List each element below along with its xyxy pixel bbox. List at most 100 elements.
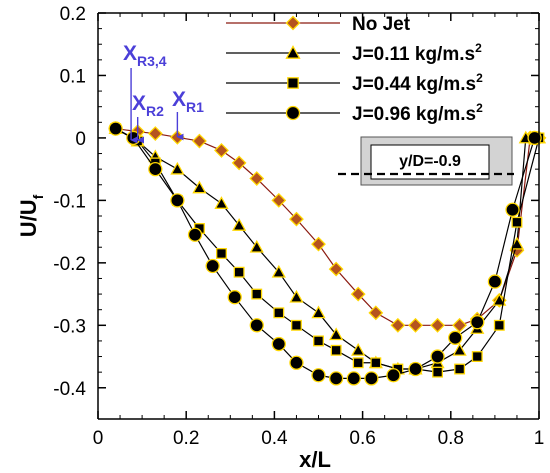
y-tick-label: 0.1 (60, 66, 86, 87)
annotation-3: XR1 (172, 88, 204, 141)
data-point (350, 286, 366, 302)
data-point (271, 336, 286, 352)
legend-entry-2: J=0.11 kg/m.s2 (226, 41, 482, 65)
inset-label: y/D=-0.9 (399, 153, 461, 170)
y-tick-label: -0.1 (53, 191, 86, 212)
data-point (249, 171, 265, 186)
legend-marker (285, 15, 301, 31)
annotation-label: XR1 (172, 88, 204, 115)
data-point (232, 218, 247, 231)
data-point (505, 202, 520, 217)
data-point (216, 248, 227, 259)
data-point (251, 288, 263, 300)
data-point (192, 133, 207, 149)
legend-label: J=0.96 kg/m.s2 (352, 101, 483, 125)
y-tick-label: 0 (75, 129, 86, 150)
data-point (386, 368, 401, 383)
legend-label: J=0.11 kg/m.s2 (352, 41, 482, 65)
legend: No Jet J=0.11 kg/m.s2 J=0.44 kg/m.s2 J=0.96… (226, 14, 483, 125)
data-point (328, 371, 344, 386)
data-point (233, 266, 245, 278)
data-point (452, 342, 467, 356)
data-point (271, 192, 287, 208)
annotation-2: XR2 (132, 92, 164, 144)
data-point (271, 264, 286, 278)
y-axis-label-main: U/U (16, 199, 41, 237)
x-tick-label: 0.6 (349, 428, 375, 449)
data-point (289, 289, 304, 303)
annotations: XR3,4 XR2 XR1 (123, 42, 204, 144)
legend-marker (285, 105, 301, 121)
legend-entry-4: J=0.96 kg/m.s2 (226, 101, 483, 125)
data-point (147, 126, 163, 141)
data-point (170, 193, 185, 208)
legend-entry-3: J=0.44 kg/m.s2 (226, 71, 483, 95)
series-line (115, 128, 540, 373)
data-point (170, 161, 185, 175)
y-axis-label-sub: f (30, 194, 46, 199)
data-point (311, 236, 326, 252)
legend-marker (287, 77, 299, 89)
data-point (289, 355, 304, 370)
data-point (192, 180, 207, 194)
data-point (227, 290, 242, 305)
data-point (471, 351, 483, 362)
data-point (290, 319, 302, 331)
legend-entry-1: No Jet (226, 14, 411, 35)
data-point (390, 317, 406, 333)
data-point (313, 335, 324, 347)
data-point (454, 363, 466, 375)
data-point (273, 307, 285, 319)
data-point (205, 258, 220, 274)
data-point (352, 357, 364, 369)
data-point (448, 330, 463, 345)
x-axis-label: x/L (299, 447, 331, 472)
x-tick-label: 0.4 (261, 428, 288, 449)
legend-marker (285, 45, 301, 59)
data-point (311, 305, 326, 319)
data-point (364, 371, 379, 386)
data-point (487, 274, 503, 289)
data-point (452, 317, 468, 333)
annotation-label: XR3,4 (123, 42, 167, 69)
data-point (329, 327, 344, 341)
data-point (492, 292, 507, 306)
annotation-1: XR3,4 (123, 42, 167, 144)
data-point (187, 227, 203, 242)
data-point (370, 357, 382, 369)
series-4 (108, 121, 542, 386)
data-point (430, 349, 445, 364)
y-tick-label: 0.2 (60, 4, 86, 25)
data-point (346, 371, 361, 386)
y-axis-label: U/Uf (16, 194, 46, 237)
x-tick-label: 0 (93, 428, 104, 449)
data-point (330, 344, 342, 356)
legend-label: J=0.44 kg/m.s2 (352, 71, 483, 95)
legend-label: No Jet (352, 14, 411, 35)
data-point (289, 211, 304, 227)
data-point (214, 142, 229, 158)
data-point (214, 196, 229, 209)
ticks: 0 0.2 0.4 0.6 0.8 1 -0.4 -0.3 -0.2 -0.1 0 0.1 0.2 (53, 4, 544, 449)
inset-diagram: y/D=-0.9 (338, 136, 514, 186)
y-tick-label: -0.2 (53, 254, 86, 275)
data-point (351, 342, 366, 356)
data-point (408, 317, 423, 333)
x-tick-label: 1 (534, 428, 545, 449)
data-point (511, 216, 523, 228)
data-point (408, 361, 423, 377)
data-point (493, 319, 505, 331)
data-point (249, 318, 264, 333)
data-point (432, 366, 444, 378)
data-point (249, 239, 264, 253)
y-tick-label: -0.4 (53, 379, 86, 400)
annotation-label: XR2 (132, 92, 164, 119)
data-point (231, 155, 247, 171)
y-tick-label: -0.3 (53, 316, 86, 337)
data-point (311, 368, 326, 383)
data-point (368, 305, 384, 321)
data-point (328, 261, 344, 277)
data-point (470, 315, 485, 330)
data-point (108, 121, 123, 136)
